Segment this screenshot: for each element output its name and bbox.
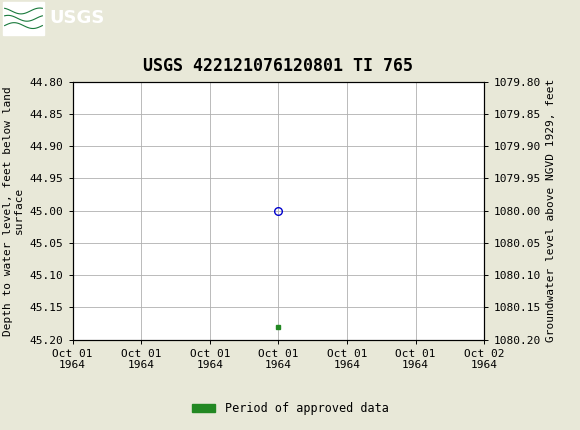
Legend: Period of approved data: Period of approved data xyxy=(187,397,393,420)
Bar xyxy=(3,2,43,35)
Y-axis label: Groundwater level above NGVD 1929, feet: Groundwater level above NGVD 1929, feet xyxy=(546,79,556,342)
Text: USGS: USGS xyxy=(49,9,104,27)
Y-axis label: Depth to water level, feet below land
surface: Depth to water level, feet below land su… xyxy=(2,86,24,335)
Title: USGS 422121076120801 TI 765: USGS 422121076120801 TI 765 xyxy=(143,57,414,74)
